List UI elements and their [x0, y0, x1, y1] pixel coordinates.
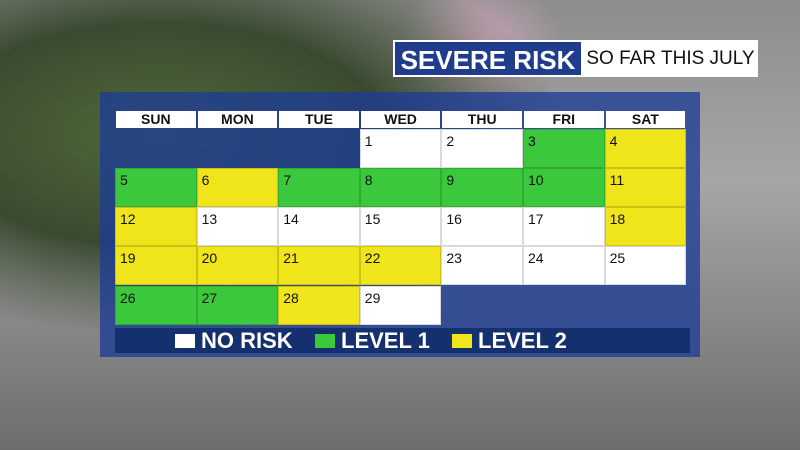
- day-cell: 2: [441, 129, 523, 168]
- day-cell: 16: [441, 207, 523, 246]
- title: SEVERE RISK: [393, 40, 583, 77]
- day-cell: 5: [115, 168, 197, 207]
- day-cell: 27: [196, 286, 279, 325]
- day-cell: 19: [115, 246, 197, 285]
- weekday-label: SUN: [116, 111, 196, 128]
- weekday-label: TUE: [279, 111, 359, 128]
- day-cell: 15: [359, 207, 442, 246]
- day-cell: 7: [278, 168, 360, 207]
- day-cell: 28: [278, 286, 360, 325]
- legend-label: LEVEL 1: [341, 328, 430, 353]
- day-cell: 29: [359, 286, 442, 325]
- day-cell: 17: [523, 207, 605, 246]
- legend-swatch: [175, 334, 195, 348]
- legend-swatch: [452, 334, 472, 348]
- day-cell: 12: [115, 207, 197, 246]
- weekday-label: SAT: [605, 111, 686, 128]
- day-cell: 25: [604, 246, 687, 285]
- day-cell: 6: [196, 168, 279, 207]
- day-cell: 21: [278, 246, 360, 285]
- day-cell: 20: [196, 246, 279, 285]
- day-cell: 10: [523, 168, 605, 207]
- legend: [115, 328, 690, 353]
- legend-swatch: [315, 334, 335, 348]
- day-cell: 23: [441, 246, 523, 285]
- day-cell: 3: [523, 129, 605, 168]
- day-cell: 11: [604, 168, 687, 207]
- day-cell: 26: [115, 286, 197, 325]
- legend-label: LEVEL 2: [478, 328, 567, 353]
- day-cell: 24: [523, 246, 605, 285]
- weekday-label: FRI: [524, 111, 604, 128]
- day-cell: 4: [604, 129, 687, 168]
- weekday-label: THU: [442, 111, 522, 128]
- weekday-label: MON: [197, 111, 278, 128]
- day-cell: 22: [359, 246, 442, 285]
- day-cell: 14: [278, 207, 360, 246]
- day-cell: 9: [441, 168, 523, 207]
- day-cell: 13: [196, 207, 279, 246]
- day-cell: 18: [604, 207, 687, 246]
- subtitle: SO FAR THIS JULY: [583, 40, 758, 77]
- legend-label: NO RISK: [201, 328, 293, 353]
- day-cell: 8: [359, 168, 442, 207]
- day-cell: 1: [359, 129, 442, 168]
- weekday-label: WED: [360, 111, 441, 128]
